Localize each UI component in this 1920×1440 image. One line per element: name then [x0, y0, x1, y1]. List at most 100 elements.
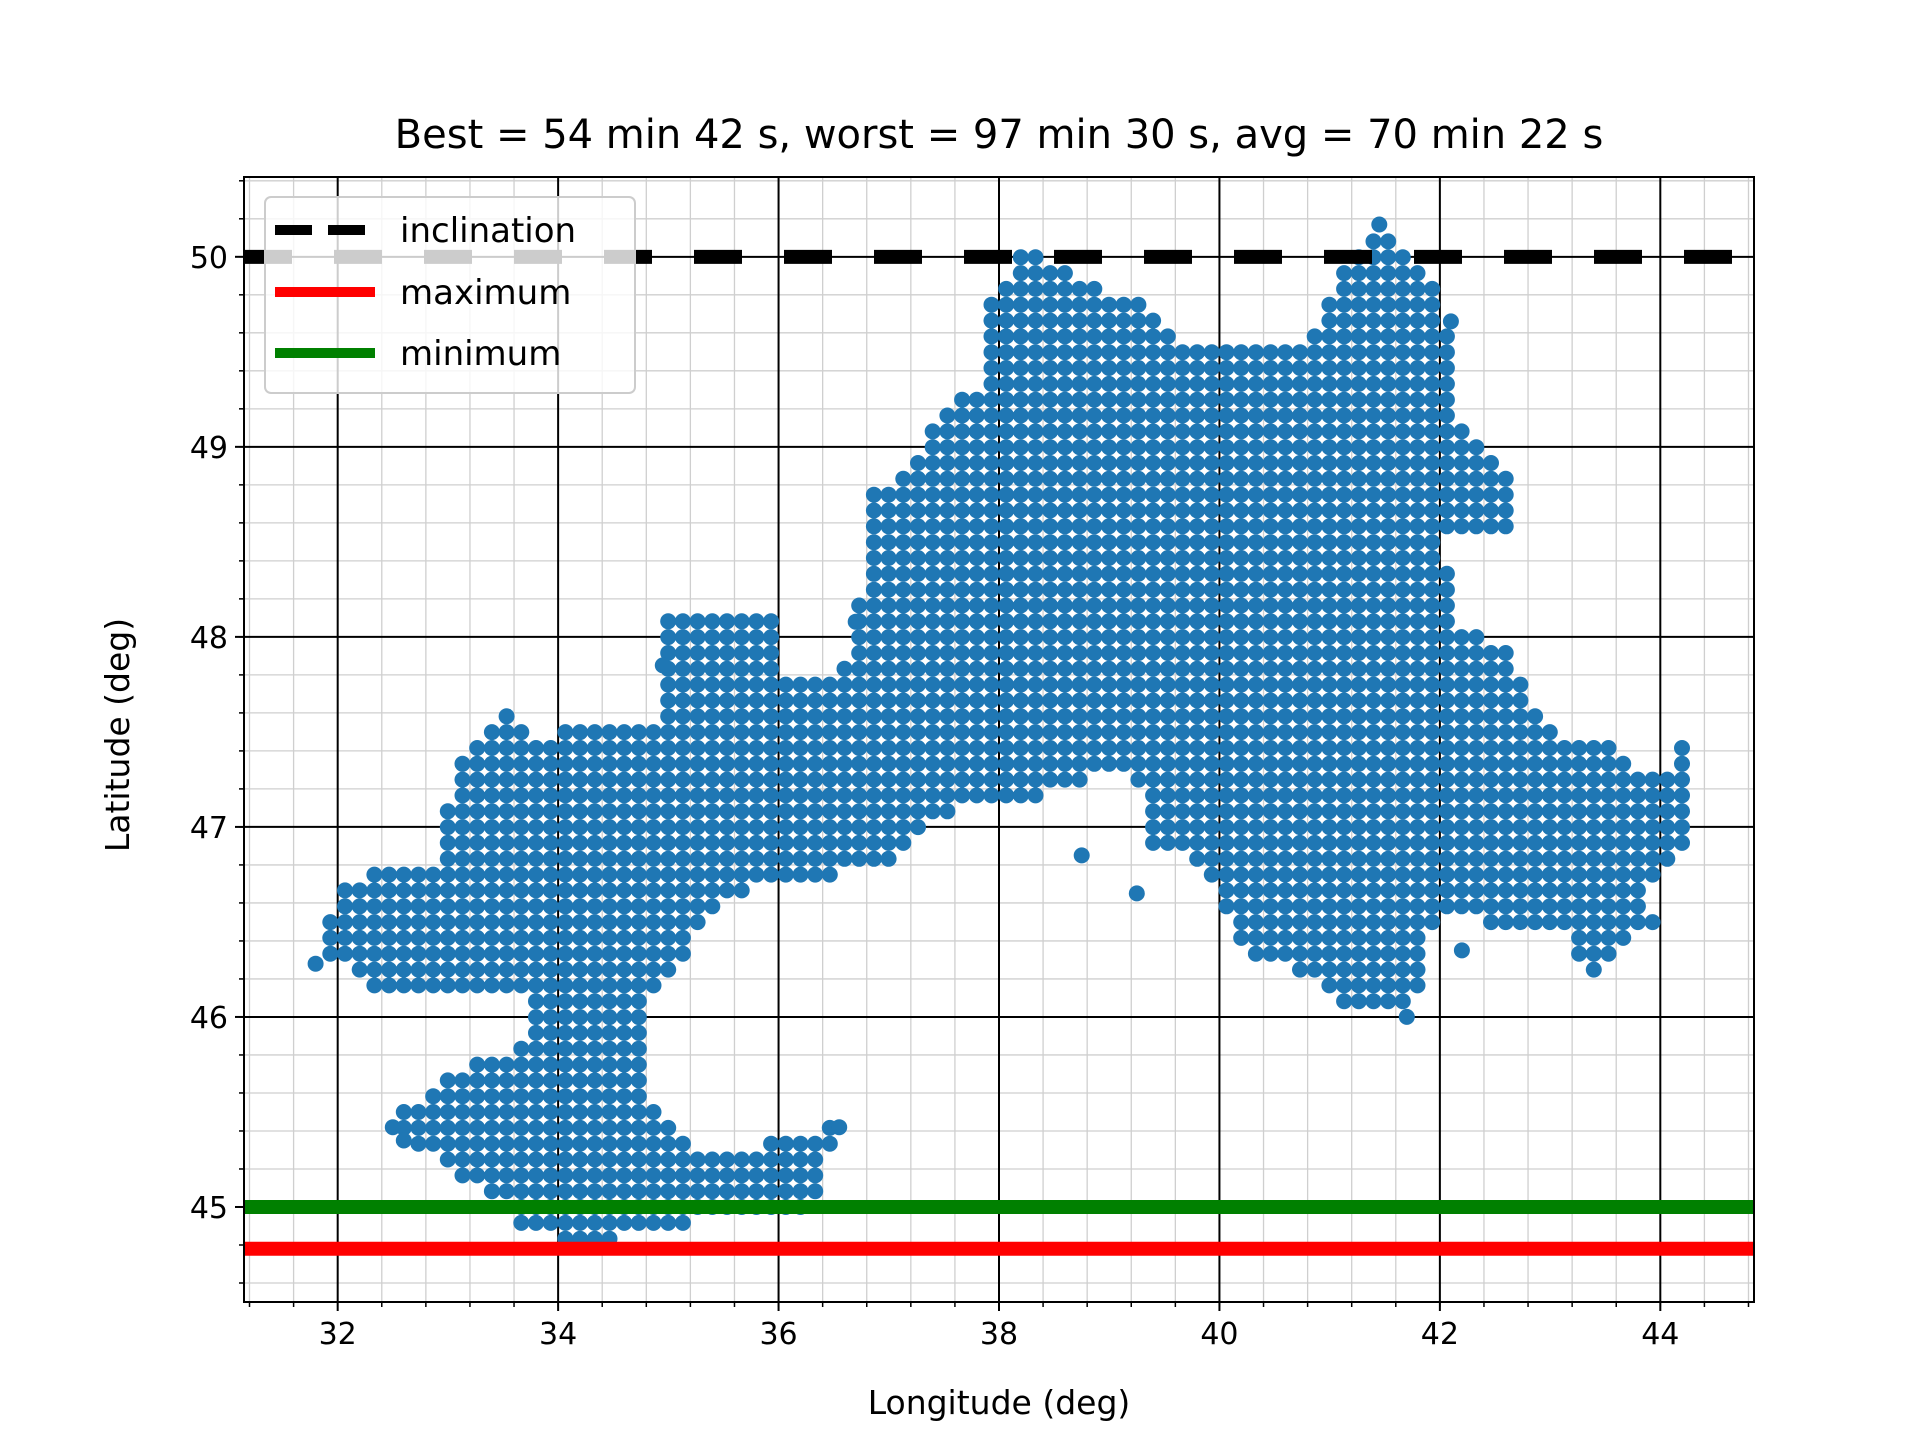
scatter-point [542, 771, 559, 788]
scatter-point [557, 1104, 574, 1120]
scatter-point [674, 1183, 691, 1200]
scatter-point [880, 834, 897, 851]
scatter-point [601, 929, 618, 946]
scatter-point [528, 914, 544, 931]
scatter-point [1365, 280, 1382, 297]
scatter-point [366, 929, 383, 946]
scatter-point [542, 929, 559, 946]
scatter-point [557, 755, 574, 772]
scatter-point [1145, 312, 1162, 329]
scatter-point [1409, 882, 1426, 899]
scatter-point [1012, 407, 1029, 424]
scatter-point [910, 660, 926, 677]
scatter-point [998, 502, 1015, 519]
scatter-point [469, 945, 486, 962]
scatter-point [983, 407, 1000, 424]
scatter-point [895, 803, 912, 820]
scatter-point [939, 676, 956, 693]
scatter-point [1321, 803, 1338, 820]
scatter-point [1042, 771, 1059, 788]
scatter-point [1233, 360, 1250, 376]
scatter-point [1071, 581, 1088, 598]
scatter-point [1203, 534, 1220, 551]
scatter-point [763, 787, 780, 804]
scatter-point [439, 1135, 456, 1152]
scatter-point [939, 771, 956, 788]
scatter-point [1218, 375, 1235, 392]
scatter-point [528, 1104, 544, 1120]
scatter-point [1424, 692, 1441, 709]
scatter-point [572, 834, 589, 851]
scatter-point [1336, 470, 1353, 487]
scatter-point [1262, 803, 1279, 820]
scatter-point [1394, 312, 1411, 329]
scatter-point [954, 407, 971, 424]
scatter-point [1615, 771, 1632, 788]
scatter-point [1483, 708, 1499, 725]
scatter-point [454, 1088, 471, 1105]
x-tick-label: 34 [539, 1317, 577, 1352]
scatter-point [1306, 645, 1323, 661]
scatter-point [924, 550, 941, 566]
scatter-point [469, 850, 486, 867]
scatter-point [968, 391, 985, 408]
scatter-point [1556, 850, 1573, 867]
scatter-point [1130, 676, 1147, 693]
scatter-point [1189, 502, 1206, 519]
scatter-point [1600, 866, 1617, 883]
scatter-point [1130, 581, 1147, 598]
scatter-point [1380, 439, 1397, 456]
scatter-point [1336, 375, 1353, 392]
scatter-point [1262, 819, 1279, 836]
scatter-point [1247, 645, 1264, 661]
scatter-point [1438, 834, 1455, 851]
scatter-point [1218, 391, 1235, 408]
scatter-point [586, 961, 603, 978]
scatter-point [1674, 740, 1690, 756]
scatter-point [748, 834, 765, 851]
scatter-point [1027, 581, 1044, 598]
scatter-point [630, 1024, 647, 1041]
scatter-point [1174, 834, 1191, 851]
scatter-point [983, 755, 1000, 772]
scatter-point [1409, 787, 1426, 804]
scatter-point [1115, 375, 1132, 392]
scatter-point [1336, 565, 1353, 582]
scatter-point [1409, 898, 1426, 915]
scatter-point [1086, 360, 1103, 376]
scatter-point [1159, 771, 1176, 788]
scatter-point [910, 613, 926, 630]
scatter-point [630, 1167, 647, 1184]
scatter-point [572, 1214, 589, 1231]
scatter-point [895, 597, 912, 614]
scatter-point [528, 1056, 544, 1073]
scatter-point [836, 708, 853, 725]
scatter-point [807, 787, 824, 804]
scatter-point [1336, 755, 1353, 772]
scatter-point [1350, 455, 1367, 471]
scatter-point [1174, 391, 1191, 408]
scatter-point [1277, 375, 1294, 392]
scatter-point [968, 470, 985, 487]
scatter-point [1394, 914, 1411, 931]
scatter-point [1468, 455, 1485, 471]
scatter-point [1159, 550, 1176, 566]
scatter-point [1409, 929, 1426, 946]
scatter-point [572, 882, 589, 899]
scatter-point [1438, 882, 1455, 899]
scatter-point [821, 850, 838, 867]
scatter-point [1468, 866, 1485, 883]
scatter-point [1042, 581, 1059, 598]
scatter-point [1115, 312, 1132, 329]
scatter-point [674, 914, 691, 931]
scatter-point [1027, 518, 1044, 535]
scatter-point [1629, 866, 1646, 883]
scatter-point [704, 1167, 721, 1184]
scatter-point [968, 645, 985, 661]
scatter-point [836, 771, 853, 788]
scatter-point [1292, 565, 1308, 582]
scatter-point [1350, 470, 1367, 487]
scatter-point [689, 724, 706, 741]
scatter-point [836, 803, 853, 820]
scatter-point [410, 1104, 427, 1120]
